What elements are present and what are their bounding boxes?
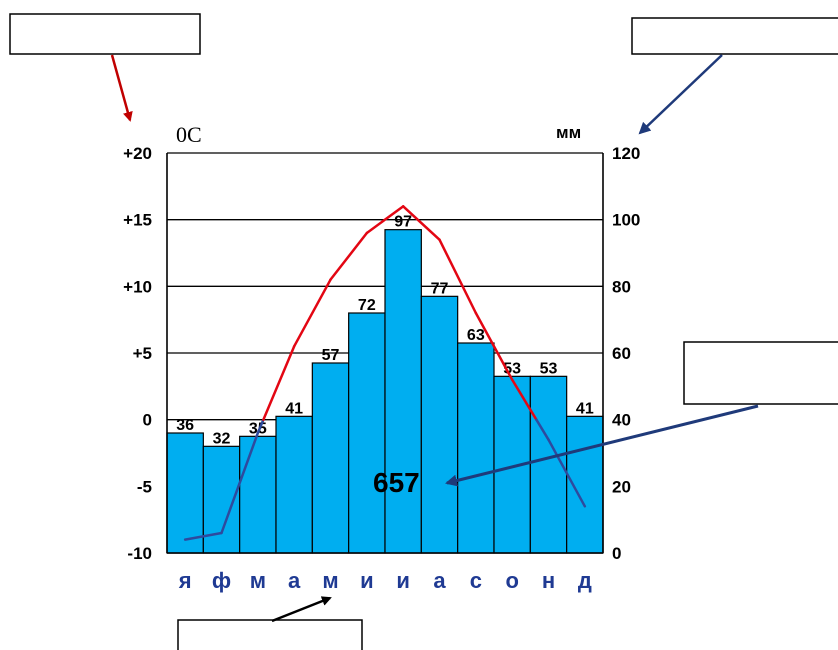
precipitation-tick-label: 40 (612, 411, 631, 430)
arrow-to-right-axis (638, 54, 723, 135)
temperature-segment-warm (292, 278, 332, 348)
bar-value-label: 57 (322, 347, 340, 364)
month-label: д (578, 568, 592, 593)
temperature-segment-cold (535, 418, 550, 441)
arrow-to-left-axis (110, 54, 133, 122)
temperature-tick-label: +10 (123, 277, 152, 296)
month-label: н (542, 568, 555, 593)
precipitation-bar (529, 375, 568, 554)
left-axis-unit: 0C (176, 122, 202, 147)
temperature-line (183, 205, 587, 541)
month-label: а (433, 568, 446, 593)
bar-value-label: 41 (285, 400, 303, 417)
temperature-segment-warm (474, 311, 514, 381)
precipitation-tick-label: 0 (612, 544, 621, 563)
month-label: и (360, 568, 374, 593)
temperature-segment-cold (256, 418, 265, 435)
left-axis-ticks: -10 -5 0 +5 +10 +15 +20 (123, 144, 152, 563)
precipitation-bar (239, 435, 277, 554)
temperature-tick-label: +15 (123, 211, 152, 230)
precipitation-tick-label: 100 (612, 211, 640, 230)
right-axis-ticks: 0 20 40 60 80 100 120 (612, 144, 640, 563)
annotation-box-bottom[interactable] (177, 619, 363, 650)
temperature-segment-warm (510, 378, 538, 421)
temperature-segment-cold (183, 531, 223, 541)
precipitation-bar (348, 312, 386, 554)
month-label: а (288, 568, 301, 593)
annotation-box-top-left[interactable] (9, 13, 201, 55)
right-axis-unit: мм (556, 123, 581, 142)
bar-value-label: 53 (540, 360, 558, 377)
temperature-segment-warm (365, 205, 405, 235)
annotation-box-top-right[interactable] (631, 17, 838, 55)
temperature-segment-cold (220, 431, 260, 535)
bar-value-label: 77 (431, 280, 449, 297)
month-label: я (178, 568, 192, 593)
temperature-tick-label: 0 (143, 411, 152, 430)
precipitation-tick-label: 80 (612, 277, 631, 296)
precipitation-bar (166, 432, 204, 554)
month-label: с (470, 568, 482, 593)
precipitation-tick-label: 20 (612, 477, 631, 496)
temperature-segment-warm (438, 238, 478, 315)
axes (166, 153, 604, 554)
temperature-tick-label: +5 (133, 344, 152, 363)
temperature-segment-warm (262, 345, 296, 421)
arrow-to-months (271, 596, 332, 623)
annual-precipitation: 657 (373, 467, 420, 498)
precipitation-bar (275, 415, 313, 554)
bar-value-label: 97 (394, 214, 412, 231)
bar-value-label: 41 (576, 400, 594, 417)
month-label: м (322, 568, 338, 593)
precipitation-tick-label: 120 (612, 144, 640, 163)
month-label: м (250, 568, 266, 593)
temperature-segment-warm (329, 231, 369, 281)
month-label: о (505, 568, 518, 593)
precipitation-tick-label: 60 (612, 344, 631, 363)
temperature-segment-cold (547, 438, 587, 508)
precipitation-bar (311, 362, 350, 554)
bar-value-label: 72 (358, 297, 376, 314)
precipitation-bar (457, 342, 495, 554)
bar-value-label: 63 (467, 327, 485, 344)
precipitation-bar (384, 229, 422, 554)
annotation-box-mid-right[interactable] (683, 341, 838, 405)
temperature-tick-label: -10 (127, 544, 152, 563)
month-label: ф (212, 568, 231, 593)
month-label: и (396, 568, 410, 593)
arrow-to-annual-total (445, 404, 759, 487)
temperature-segment-warm (401, 205, 441, 241)
bar-value-label: 32 (213, 430, 231, 447)
temperature-tick-label: +20 (123, 144, 152, 163)
precipitation-bar (420, 295, 459, 554)
bar-value-label: 36 (176, 417, 194, 434)
temperature-tick-label: -5 (137, 477, 152, 496)
